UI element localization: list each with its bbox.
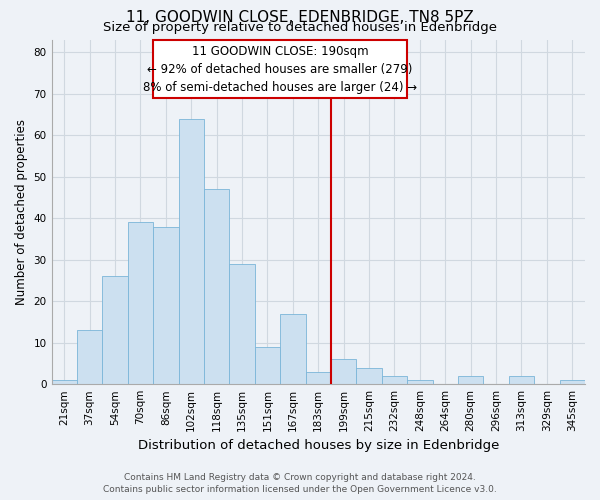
Text: 11 GOODWIN CLOSE: 190sqm
← 92% of detached houses are smaller (279)
8% of semi-d: 11 GOODWIN CLOSE: 190sqm ← 92% of detach…: [143, 44, 417, 94]
Bar: [356, 368, 382, 384]
Bar: [280, 314, 305, 384]
Text: Size of property relative to detached houses in Edenbridge: Size of property relative to detached ho…: [103, 21, 497, 34]
Bar: [229, 264, 255, 384]
Bar: [255, 347, 280, 384]
Bar: [509, 376, 534, 384]
Bar: [407, 380, 433, 384]
Bar: [153, 226, 179, 384]
FancyBboxPatch shape: [153, 40, 407, 98]
Bar: [305, 372, 331, 384]
Bar: [77, 330, 103, 384]
Y-axis label: Number of detached properties: Number of detached properties: [15, 119, 28, 305]
Text: Contains HM Land Registry data © Crown copyright and database right 2024.
Contai: Contains HM Land Registry data © Crown c…: [103, 472, 497, 494]
Bar: [103, 276, 128, 384]
X-axis label: Distribution of detached houses by size in Edenbridge: Distribution of detached houses by size …: [137, 440, 499, 452]
Bar: [52, 380, 77, 384]
Bar: [382, 376, 407, 384]
Bar: [204, 190, 229, 384]
Bar: [458, 376, 484, 384]
Bar: [560, 380, 585, 384]
Text: 11, GOODWIN CLOSE, EDENBRIDGE, TN8 5PZ: 11, GOODWIN CLOSE, EDENBRIDGE, TN8 5PZ: [126, 10, 474, 25]
Bar: [179, 119, 204, 384]
Bar: [331, 360, 356, 384]
Bar: [128, 222, 153, 384]
